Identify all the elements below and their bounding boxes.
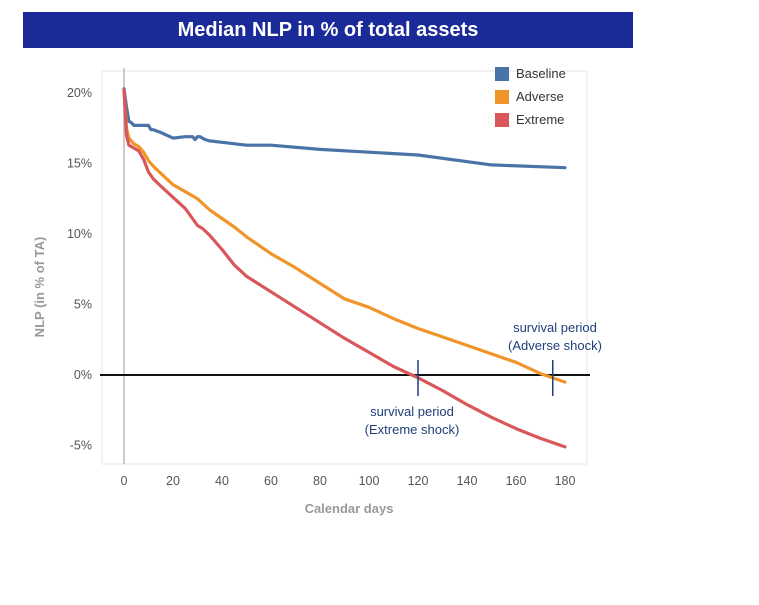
series-layer	[122, 87, 567, 449]
x-tick-label: 140	[457, 474, 478, 488]
y-axis-label: NLP (in % of TA)	[32, 237, 47, 338]
series-line-adverse	[122, 88, 567, 384]
annotation-extreme-text: (Extreme shock)	[365, 422, 460, 437]
x-tick-label: 180	[555, 474, 576, 488]
legend-swatch-adverse	[495, 90, 509, 104]
x-tick-label: 160	[506, 474, 527, 488]
legend: Baseline Adverse Extreme	[495, 66, 566, 127]
annotation-adverse-text: survival period	[513, 320, 597, 335]
y-tick-label: 10%	[67, 227, 92, 241]
annotation-extreme-text: survival period	[370, 404, 454, 419]
chart-title: Median NLP in % of total assets	[23, 12, 633, 48]
y-tick-label: 0%	[74, 368, 92, 382]
series-line-baseline	[122, 87, 567, 170]
x-tick-label: 40	[215, 474, 229, 488]
x-tick-label: 20	[166, 474, 180, 488]
legend-label-adverse: Adverse	[516, 89, 564, 104]
x-tick-label: 80	[313, 474, 327, 488]
y-tick-label: 5%	[74, 298, 92, 312]
x-tick-label: 60	[264, 474, 278, 488]
annotation-adverse-text: (Adverse shock)	[508, 338, 602, 353]
y-tick-label: -5%	[70, 439, 92, 453]
y-tick-label: 20%	[67, 86, 92, 100]
y-tick-label: 15%	[67, 157, 92, 171]
annotation-layer: survival period (Extreme shock) survival p…	[365, 320, 602, 437]
legend-label-baseline: Baseline	[516, 66, 566, 81]
legend-label-extreme: Extreme	[516, 112, 564, 127]
x-tick-label: 120	[408, 474, 429, 488]
plot-area	[101, 70, 588, 465]
series-line-extreme	[122, 88, 567, 449]
legend-swatch-baseline	[495, 67, 509, 81]
x-tick-label: 100	[359, 474, 380, 488]
x-tick-label: 0	[121, 474, 128, 488]
legend-swatch-extreme	[495, 113, 509, 127]
axes-layer: 20% 15% 10% 5% 0% -5% 0 20 40 60 80 100 120 140 160 180	[67, 68, 590, 488]
x-axis-label: Calendar days	[305, 501, 394, 516]
